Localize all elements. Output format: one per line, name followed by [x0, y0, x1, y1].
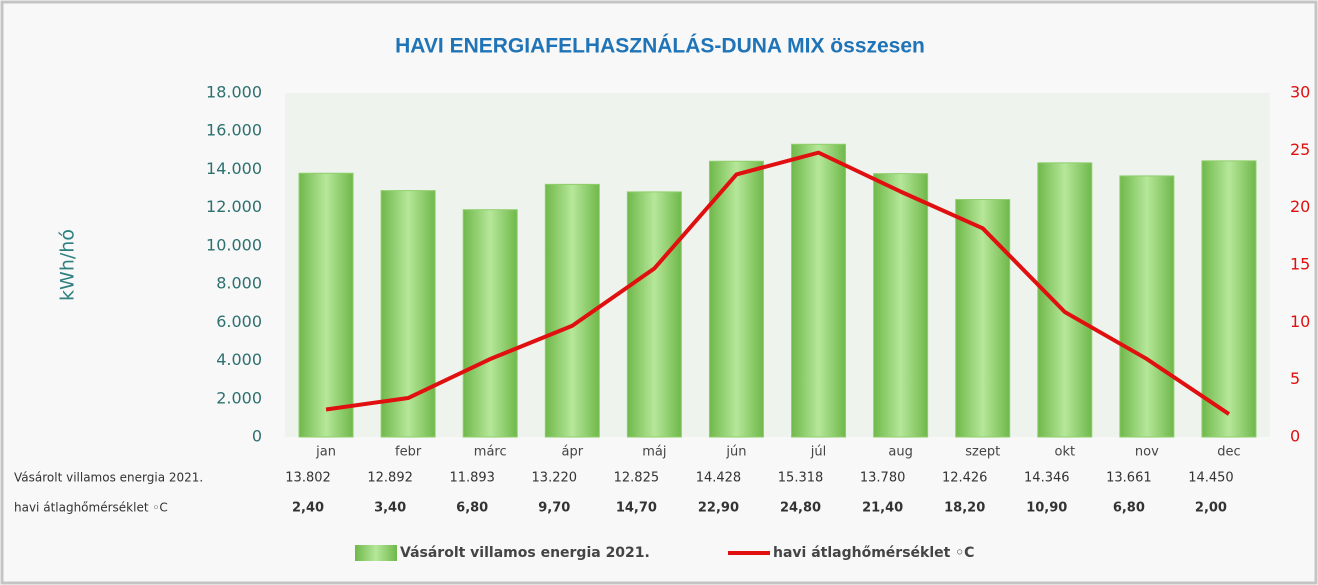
table-value: 3,40: [374, 501, 406, 516]
y-axis-label: kWh/hó: [57, 229, 79, 301]
table-value: 12.426: [942, 471, 988, 486]
bar: [462, 209, 518, 438]
legend-label: Vásárolt villamos energia 2021.: [400, 545, 650, 561]
y-tick-label: 8.000: [216, 274, 262, 293]
y2-tick-label: 0: [1290, 427, 1300, 446]
y-tick-label: 2.000: [216, 388, 262, 407]
x-tick-label: máj: [642, 445, 666, 460]
y-tick-label: 4.000: [216, 350, 262, 369]
x-tick-label: febr: [395, 445, 422, 460]
table-value: 6,80: [1113, 501, 1145, 516]
table-value: 14,70: [616, 501, 657, 516]
table-value: 11.893: [449, 471, 495, 486]
table-value: 13.220: [532, 471, 578, 486]
table-value: 6,80: [456, 501, 488, 516]
x-tick-label: jan: [315, 445, 336, 460]
table-value: 22,90: [698, 501, 739, 516]
x-tick-label: szept: [965, 445, 1000, 460]
line: [325, 150, 1231, 416]
y-tick-label: 0: [252, 427, 262, 446]
table-value: 10,90: [1026, 501, 1067, 516]
y-tick-label: 10.000: [206, 235, 262, 254]
bar: [873, 173, 929, 438]
y2-tick-label: 5: [1290, 369, 1300, 388]
table-value: 14.346: [1024, 471, 1070, 486]
table-value: 12.825: [614, 471, 660, 486]
bar: [1037, 162, 1093, 438]
table-value: 24,80: [780, 501, 821, 516]
x-tick-label: ápr: [562, 445, 584, 460]
y2-tick-label: 25: [1290, 140, 1310, 159]
table-row-label: Vásárolt villamos energia 2021.: [14, 471, 203, 485]
legend-label: havi átlaghőmérséklet ◦C: [773, 545, 974, 561]
table-value: 18,20: [944, 501, 985, 516]
legend-swatch: [355, 545, 397, 561]
table-value: 9,70: [538, 501, 570, 516]
y-tick-label: 16.000: [206, 121, 262, 140]
x-tick-label: jún: [725, 445, 746, 460]
bar: [1119, 175, 1175, 438]
x-tick-label: nov: [1135, 445, 1159, 460]
x-tick-label: aug: [888, 445, 912, 460]
table-value: 13.661: [1106, 471, 1152, 486]
table-value: 14.428: [696, 471, 742, 486]
table-value: 13.780: [860, 471, 906, 486]
bar: [544, 183, 600, 438]
y2-tick-label: 15: [1290, 255, 1310, 274]
chart-title: HAVI ENERGIAFELHASZNÁLÁS-DUNA MIX összes…: [395, 35, 925, 58]
y-tick-label: 6.000: [216, 312, 262, 331]
y2-tick-label: 10: [1290, 312, 1310, 331]
table-value: 15.318: [778, 471, 824, 486]
y-tick-label: 18.000: [206, 83, 262, 102]
table-value: 12.892: [367, 471, 413, 486]
bar: [626, 191, 682, 438]
bar: [955, 199, 1011, 438]
table-row-label: havi átlaghőmérséklet ◦C: [14, 501, 168, 515]
bar: [298, 172, 354, 438]
y2-tick-label: 30: [1290, 83, 1310, 102]
x-tick-label: júl: [810, 445, 826, 460]
y-tick-label: 14.000: [206, 159, 262, 178]
table-value: 13.802: [285, 471, 331, 486]
table-value: 2,00: [1195, 501, 1227, 516]
y-tick-label: 12.000: [206, 197, 262, 216]
table-value: 14.450: [1188, 471, 1234, 486]
x-tick-label: okt: [1054, 445, 1075, 460]
table-value: 21,40: [862, 501, 903, 516]
x-tick-label: dec: [1217, 445, 1240, 460]
bar: [1201, 160, 1257, 438]
bar: [708, 160, 764, 438]
x-tick-label: márc: [474, 445, 507, 460]
bar: [791, 143, 847, 438]
y2-tick-label: 20: [1290, 197, 1310, 216]
table-value: 2,40: [292, 501, 324, 516]
